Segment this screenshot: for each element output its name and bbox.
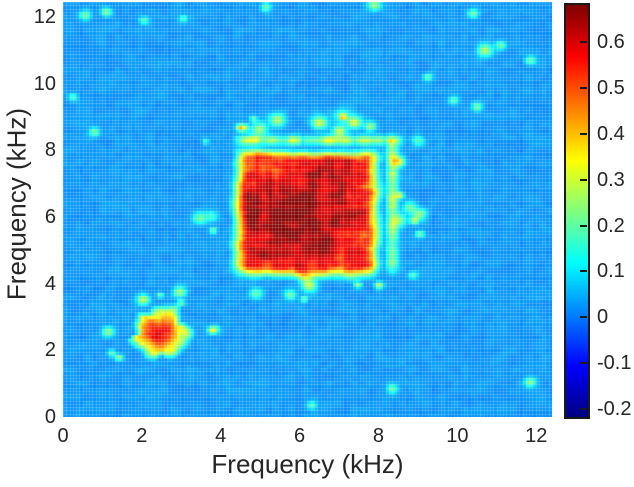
x-axis-label: Frequency (kHz) (211, 449, 404, 479)
colorbar-tick (580, 408, 587, 411)
colorbar-tick (580, 316, 587, 319)
y-tick-label: 12 (33, 6, 56, 28)
x-tick-label: 2 (136, 425, 148, 447)
y-tick-label: 4 (44, 272, 56, 295)
y-tick-label: 2 (44, 339, 56, 362)
colorbar-tick-label: 0.6 (597, 30, 625, 53)
colorbar-tick-label: -0.1 (597, 352, 632, 375)
heatmap-plot-area (63, 2, 552, 417)
colorbar-tick (580, 178, 587, 181)
colorbar-tick-label: 0 (597, 306, 609, 329)
y-tick-label: 6 (44, 206, 56, 228)
colorbar-tick (580, 86, 587, 89)
y-axis-label: Frequency (kHz) (1, 107, 32, 301)
colorbar-tick-label: 0.1 (597, 260, 625, 283)
colorbar-tick (580, 132, 587, 135)
x-tick-label: 4 (215, 425, 227, 447)
y-tick-label: 0 (44, 406, 56, 428)
colorbar (564, 3, 590, 419)
colorbar-tick-label: 0.4 (597, 122, 625, 145)
colorbar-tick-label: 0.3 (597, 168, 625, 191)
x-tick-label: 10 (446, 425, 469, 447)
x-tick-label: 0 (57, 425, 69, 447)
colorbar-tick (580, 270, 587, 273)
colorbar-tick-label: 0.2 (597, 214, 625, 237)
colorbar-tick (580, 40, 587, 43)
y-tick-label: 10 (33, 72, 56, 95)
x-tick-label: 12 (525, 425, 548, 447)
colorbar-tick (580, 224, 587, 227)
colorbar-tick-label: 0.5 (597, 76, 625, 99)
x-tick-label: 6 (294, 425, 306, 447)
y-tick-label: 8 (44, 139, 56, 162)
colorbar-tick (580, 362, 587, 365)
colorbar-gradient (566, 5, 588, 417)
x-tick-label: 8 (372, 425, 385, 447)
colorbar-tick-label: -0.2 (597, 398, 632, 421)
